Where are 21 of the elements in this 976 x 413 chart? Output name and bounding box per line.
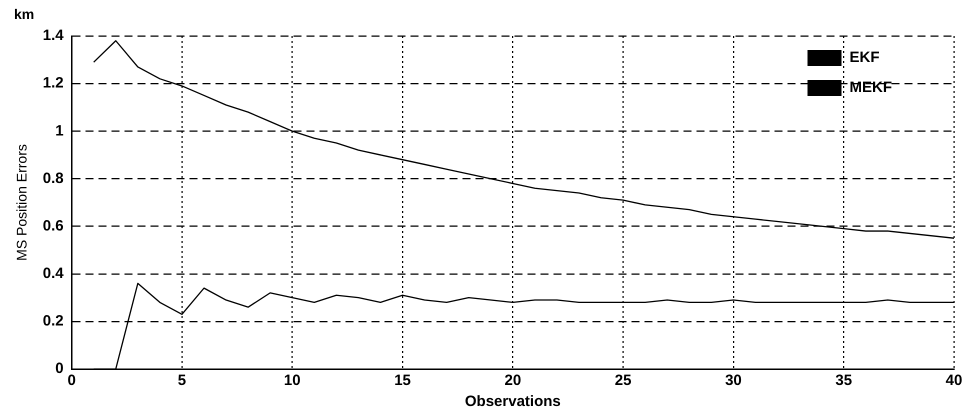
x-tick-label: 5 — [178, 372, 186, 390]
x-tick-label: 40 — [946, 372, 962, 390]
y-tick-label: 1 — [55, 122, 64, 140]
text: km — [14, 6, 34, 22]
y-axis-title: MS Position Errors — [13, 144, 30, 261]
x-axis-title: Observations — [464, 393, 561, 410]
y-tick-label: 0.6 — [42, 217, 64, 234]
x-tick-label: 0 — [67, 372, 76, 390]
y-tick-label: 1.4 — [42, 27, 64, 44]
x-tick-label: 25 — [614, 372, 632, 390]
x-tick-label: 15 — [394, 372, 411, 390]
x-tick-label: 10 — [284, 372, 301, 390]
y-tick-label: 0.8 — [42, 170, 64, 187]
y-tick-label: 1.2 — [42, 74, 64, 92]
x-tick-label: 30 — [725, 372, 742, 390]
x-tick-label: 20 — [504, 372, 522, 390]
x-tick-label: 35 — [835, 372, 852, 390]
y-tick-label: 0.4 — [42, 265, 64, 282]
y-tick-label: 0 — [55, 360, 64, 378]
legend-label: EKF — [850, 49, 880, 66]
y-tick-label: 0.2 — [42, 312, 64, 330]
